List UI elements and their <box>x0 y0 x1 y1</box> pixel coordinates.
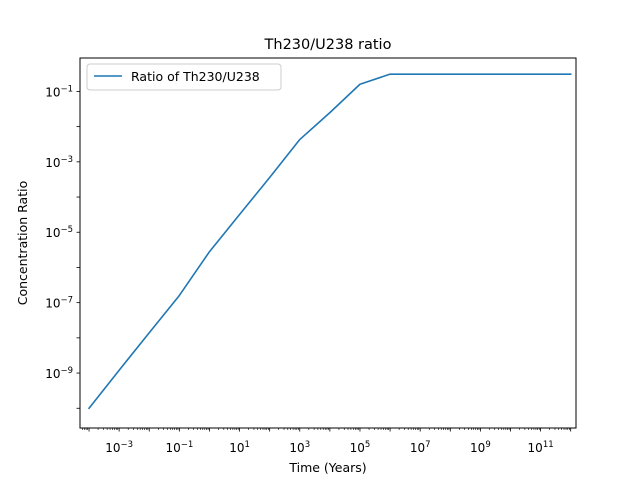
x-axis-label: Time (Years) <box>288 460 366 475</box>
x-tick-label: 101 <box>229 440 250 455</box>
x-axis-ticks: 10−3 10−1 101 103 105 107 109 1011 <box>82 428 572 455</box>
y-tick-label: 10−9 <box>45 366 73 381</box>
plot-area <box>87 73 572 410</box>
plot-frame <box>79 57 577 429</box>
x-tick-label: 10−3 <box>105 440 133 455</box>
x-tick-label: 10−1 <box>165 440 193 455</box>
x-tick-label: 109 <box>470 440 491 455</box>
y-tick-label: 10−1 <box>45 84 73 99</box>
y-tick-label: 10−5 <box>45 225 73 240</box>
y-tick-label: 10−7 <box>45 296 73 311</box>
chart-title: Th230/U238 ratio <box>264 37 392 53</box>
y-axis-label: Concentration Ratio <box>15 181 30 306</box>
x-tick-label: 1011 <box>528 440 554 455</box>
y-axis-ticks: 10−9 10−7 10−5 10−3 10−1 <box>45 84 80 409</box>
legend-frame <box>86 63 282 91</box>
x-tick-label: 103 <box>289 440 310 455</box>
x-tick-label: 107 <box>410 440 431 455</box>
x-tick-label: 105 <box>350 440 371 455</box>
legend: Ratio of Th230/U238 <box>86 63 282 91</box>
legend-label: Ratio of Th230/U238 <box>131 69 260 84</box>
series-line-0 <box>87 73 572 410</box>
y-tick-label: 10−3 <box>45 155 73 170</box>
